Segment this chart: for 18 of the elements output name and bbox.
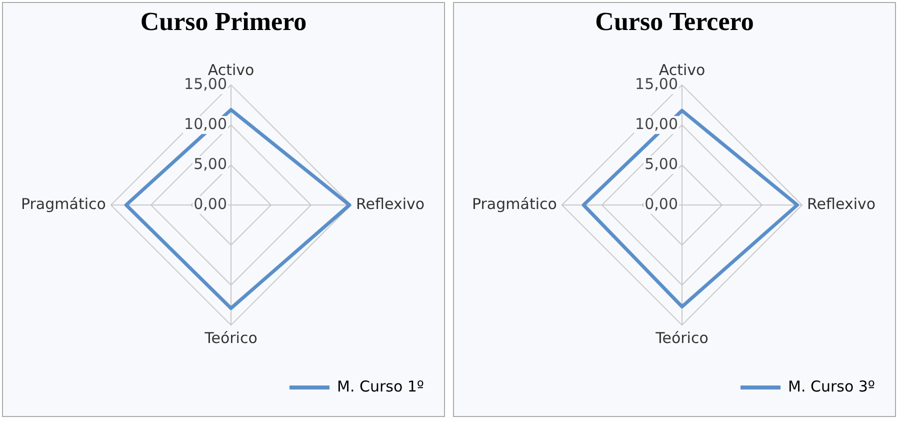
spoke-label: Pragmático bbox=[472, 194, 557, 213]
chart-title: Curso Primero bbox=[139, 7, 308, 37]
y-tick-label: 15,00 bbox=[184, 74, 227, 93]
y-tick-label: 5,00 bbox=[644, 154, 678, 173]
legend-label: M. Curso 3º bbox=[788, 377, 876, 396]
spoke-label: Pragmático bbox=[20, 194, 106, 213]
y-tick-label: 0,00 bbox=[644, 194, 678, 213]
spoke-label: Reflexivo bbox=[807, 194, 876, 213]
spoke-label: Reflexivo bbox=[356, 194, 425, 213]
y-tick-label: 0,00 bbox=[194, 194, 227, 213]
chart-title: Curso Tercero bbox=[594, 7, 755, 37]
y-tick-label: 15,00 bbox=[635, 74, 678, 93]
spoke-label: Teórico bbox=[204, 328, 258, 347]
spoke-label: Teórico bbox=[654, 328, 708, 347]
y-tick-label: 10,00 bbox=[184, 114, 227, 133]
y-tick-label: 10,00 bbox=[635, 114, 678, 133]
y-tick-label: 5,00 bbox=[194, 154, 227, 173]
legend-label: M. Curso 1º bbox=[337, 377, 424, 396]
